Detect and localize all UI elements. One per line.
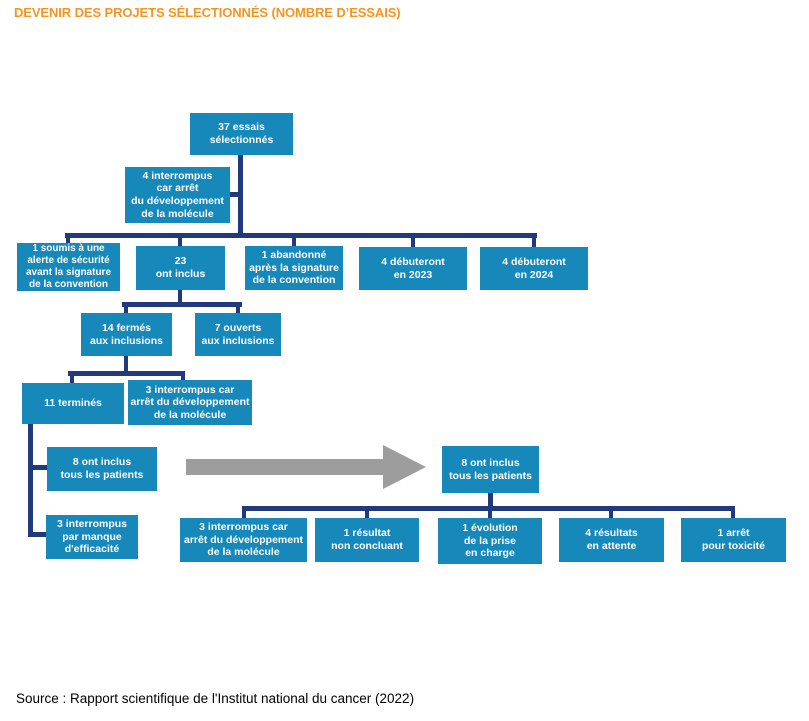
node-4-debuteront-2023: 4 débuteront en 2023 bbox=[359, 247, 467, 290]
flow-arrow-head-icon bbox=[383, 445, 426, 489]
connector-drop-interrupted3-dev bbox=[181, 376, 185, 380]
node-3-interrompus-developpement: 3 interrompus car arrêt du développement… bbox=[128, 380, 252, 425]
node-1-soumis-alerte-securite: 1 soumis à une alerte de sécurité avant … bbox=[17, 243, 120, 291]
connector-drop-interrupted3-dev2 bbox=[242, 511, 246, 518]
connector-bus-level3 bbox=[68, 371, 185, 376]
connector-drop-finished11 bbox=[70, 376, 74, 383]
connector-drop-start2023 bbox=[411, 238, 415, 247]
connector-elbow-included8-left bbox=[33, 465, 47, 470]
connector-drop-pending4 bbox=[609, 511, 613, 518]
connector-included23-down bbox=[178, 290, 182, 302]
node-37-essais-selectionnes: 37 essais sélectionnés bbox=[190, 113, 293, 155]
connector-included8-right-down bbox=[488, 493, 493, 506]
node-4-debuteront-2024: 4 débuteront en 2024 bbox=[480, 247, 588, 290]
connector-interrupted4-stub bbox=[230, 192, 238, 197]
connector-root-down bbox=[238, 155, 243, 238]
node-3-interrompus-developpement-2: 3 interrompus car arrêt du développement… bbox=[180, 518, 307, 562]
flow-arrow-body bbox=[186, 459, 383, 475]
connector-bus-level1 bbox=[65, 233, 537, 238]
node-14-fermes-inclusions: 14 fermés aux inclusions bbox=[81, 313, 172, 356]
connector-drop-included23 bbox=[178, 238, 182, 246]
node-8-ont-inclus-patients-right: 8 ont inclus tous les patients bbox=[442, 446, 539, 493]
node-1-evolution-prise-en-charge: 1 évolution de la prise en charge bbox=[438, 518, 542, 564]
connector-bus-level2 bbox=[122, 302, 242, 307]
node-8-ont-inclus-patients-left: 8 ont inclus tous les patients bbox=[47, 447, 157, 491]
connector-drop-closed14 bbox=[124, 307, 128, 313]
chart-title: DEVENIR DES PROJETS SÉLECTIONNÉS (NOMBRE… bbox=[14, 5, 401, 20]
connector-drop-open7 bbox=[236, 307, 240, 313]
node-11-termines: 11 terminés bbox=[22, 383, 124, 424]
node-1-resultat-non-concluant: 1 résultat non concluant bbox=[315, 518, 419, 562]
connector-drop-start2024 bbox=[532, 238, 536, 247]
node-1-abandonne-apres-signature: 1 abandonné après la signature de la con… bbox=[245, 246, 343, 290]
connector-closed14-down bbox=[124, 356, 128, 371]
connector-bus-level4 bbox=[242, 506, 735, 511]
source-caption: Source : Rapport scientifique de l'Insti… bbox=[16, 691, 415, 706]
connector-drop-inconclusive1 bbox=[365, 511, 369, 518]
connector-finished11-spine bbox=[28, 423, 33, 537]
node-4-interrompus-developpement: 4 interrompus car arrêt du développement… bbox=[125, 167, 230, 223]
node-4-resultats-en-attente: 4 résultats en attente bbox=[559, 518, 664, 562]
node-1-arret-toxicite: 1 arrêt pour toxicité bbox=[681, 518, 786, 562]
connector-drop-evolution1 bbox=[488, 511, 492, 518]
connector-drop-alert1 bbox=[66, 238, 70, 245]
node-7-ouverts-inclusions: 7 ouverts aux inclusions bbox=[195, 313, 281, 356]
node-3-interrompus-manque-efficacite: 3 interrompus par manque d'efficacité bbox=[46, 515, 138, 559]
connector-drop-toxicity1 bbox=[731, 511, 735, 518]
node-23-ont-inclus: 23 ont inclus bbox=[136, 246, 225, 290]
connector-elbow-interrupted3-eff bbox=[33, 532, 47, 537]
connector-drop-abandoned1 bbox=[292, 238, 296, 246]
